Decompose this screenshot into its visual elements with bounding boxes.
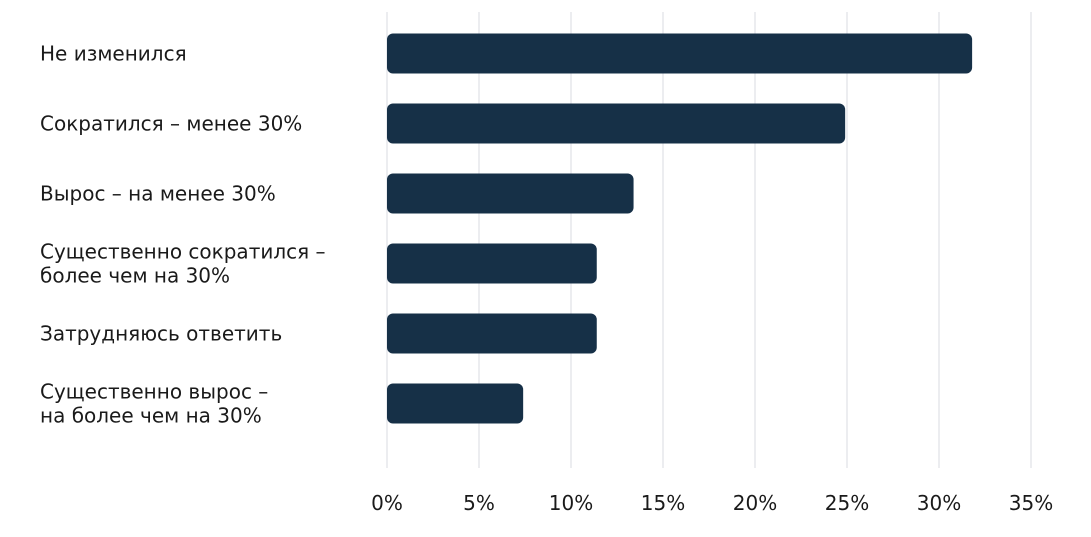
category-label-line: Сократился – менее 30% bbox=[40, 112, 302, 136]
bar bbox=[387, 243, 597, 284]
x-tick-label: 10% bbox=[549, 491, 593, 515]
category-label-line: Существенно сократился – bbox=[40, 240, 326, 264]
bar bbox=[387, 313, 597, 354]
x-tick-label: 30% bbox=[917, 491, 961, 515]
category-label-line: Существенно вырос – bbox=[40, 380, 268, 404]
category-label-line: Не изменился bbox=[40, 42, 187, 66]
bar bbox=[387, 33, 973, 74]
bar bbox=[387, 383, 524, 424]
x-tick-label: 0% bbox=[371, 491, 403, 515]
x-tick-label: 35% bbox=[1009, 491, 1053, 515]
category-label-line: на более чем на 30% bbox=[40, 404, 262, 428]
category-label: Затрудняюсь ответить bbox=[40, 322, 282, 346]
category-label-line: Затрудняюсь ответить bbox=[40, 322, 282, 346]
category-label-line: более чем на 30% bbox=[40, 264, 230, 288]
bar bbox=[387, 103, 846, 144]
category-label: Не изменился bbox=[40, 42, 187, 66]
category-label: Сократился – менее 30% bbox=[40, 112, 302, 136]
x-tick-label: 15% bbox=[641, 491, 685, 515]
x-tick-label: 25% bbox=[825, 491, 869, 515]
bars bbox=[387, 33, 973, 424]
category-labels: Не изменился Сократился – менее 30% Вырос … bbox=[40, 42, 326, 428]
grid-lines bbox=[386, 12, 1032, 468]
x-tick-label: 20% bbox=[733, 491, 777, 515]
x-tick-label: 5% bbox=[463, 491, 495, 515]
category-label: Существенно сократился – более чем на 30% bbox=[40, 240, 326, 288]
category-label: Вырос – на менее 30% bbox=[40, 182, 276, 206]
bar bbox=[387, 173, 634, 214]
x-axis-tick-labels: 0% 5% 10% 15% 20% 25% 30% 35% bbox=[371, 491, 1053, 515]
category-label: Существенно вырос – на более чем на 30% bbox=[40, 380, 268, 428]
category-label-line: Вырос – на менее 30% bbox=[40, 182, 276, 206]
